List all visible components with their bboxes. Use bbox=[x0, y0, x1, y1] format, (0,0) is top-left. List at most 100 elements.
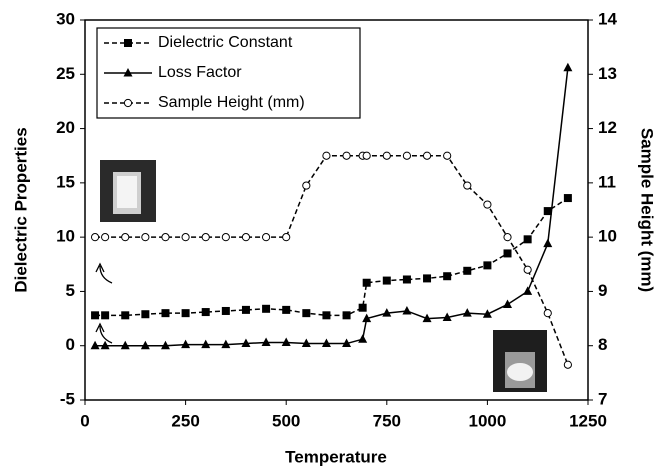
data-point bbox=[261, 337, 271, 346]
data-point bbox=[503, 233, 512, 242]
data-point bbox=[503, 249, 512, 258]
y2-tick-label: 12 bbox=[598, 118, 617, 137]
data-point bbox=[282, 305, 291, 314]
data-point bbox=[523, 265, 532, 274]
y2-tick-label: 8 bbox=[598, 335, 607, 354]
inset-photo bbox=[100, 160, 156, 222]
data-point bbox=[241, 338, 251, 348]
y-axis-title: Dielectric Properties bbox=[11, 127, 30, 292]
data-point bbox=[342, 311, 351, 320]
data-point bbox=[358, 334, 368, 343]
y-tick-label: 20 bbox=[56, 118, 75, 137]
data-point bbox=[261, 233, 271, 242]
y-tick-label: 15 bbox=[56, 172, 75, 191]
data-point bbox=[443, 272, 452, 281]
data-point bbox=[382, 308, 392, 317]
inset-photo bbox=[493, 330, 547, 392]
legend-marker bbox=[124, 39, 132, 47]
data-point bbox=[463, 181, 472, 190]
data-point bbox=[241, 233, 251, 242]
data-point bbox=[221, 339, 231, 349]
data-point bbox=[543, 309, 552, 318]
data-point bbox=[302, 181, 311, 190]
data-point bbox=[563, 360, 572, 369]
data-point bbox=[101, 311, 110, 320]
data-point bbox=[422, 313, 432, 323]
data-point bbox=[402, 305, 412, 315]
data-point bbox=[362, 313, 372, 323]
arrow bbox=[99, 265, 113, 284]
data-point bbox=[322, 311, 331, 320]
data-point bbox=[302, 309, 311, 318]
data-point bbox=[443, 151, 452, 160]
legend-label: Sample Height (mm) bbox=[158, 94, 305, 111]
data-point bbox=[402, 275, 411, 284]
y2-tick-label: 7 bbox=[598, 389, 607, 408]
data-point bbox=[543, 238, 553, 248]
data-point bbox=[90, 340, 100, 350]
legend-label: Loss Factor bbox=[158, 64, 242, 81]
data-point bbox=[362, 151, 371, 160]
data-point bbox=[281, 337, 291, 346]
data-point bbox=[382, 276, 391, 285]
y2-axis-title: Sample Height (mm) bbox=[638, 128, 657, 292]
data-point bbox=[121, 233, 130, 242]
data-point bbox=[483, 200, 492, 209]
plot-frame bbox=[84, 19, 589, 401]
legend-marker bbox=[123, 68, 133, 77]
data-point bbox=[442, 312, 452, 321]
data-point bbox=[161, 309, 170, 318]
data-point bbox=[563, 194, 572, 203]
data-point bbox=[201, 233, 210, 242]
data-point bbox=[462, 308, 472, 317]
y2-tick-label: 10 bbox=[598, 227, 617, 246]
data-point bbox=[141, 233, 150, 242]
data-point bbox=[482, 309, 492, 318]
x-tick-label: 1000 bbox=[468, 411, 506, 430]
x-tick-label: 500 bbox=[272, 411, 300, 430]
data-point bbox=[402, 151, 412, 160]
x-tick-label: 1250 bbox=[569, 411, 607, 430]
data-point bbox=[463, 266, 472, 275]
data-point bbox=[262, 304, 271, 313]
x-tick-label: 750 bbox=[373, 411, 401, 430]
data-point bbox=[543, 207, 552, 216]
data-point bbox=[563, 62, 573, 72]
y2-tick-label: 14 bbox=[598, 9, 617, 28]
data-point bbox=[91, 311, 100, 320]
series-line bbox=[95, 67, 569, 347]
data-point bbox=[423, 274, 432, 283]
arrow bbox=[99, 325, 113, 344]
data-point bbox=[321, 338, 331, 348]
arrow bbox=[95, 262, 105, 273]
data-point bbox=[282, 233, 291, 242]
x-tick-label: 250 bbox=[171, 411, 199, 430]
data-point bbox=[160, 340, 170, 350]
data-point bbox=[161, 233, 170, 242]
x-axis-title: Temperature bbox=[285, 447, 387, 466]
data-point bbox=[100, 340, 110, 350]
data-point bbox=[342, 338, 352, 348]
data-point bbox=[140, 340, 150, 350]
data-point bbox=[358, 303, 367, 312]
data-point bbox=[201, 308, 210, 317]
data-point bbox=[301, 338, 311, 348]
data-point bbox=[121, 311, 130, 320]
y2-tick-label: 9 bbox=[598, 281, 607, 300]
y-tick-label: 25 bbox=[56, 64, 75, 83]
y-tick-label: 0 bbox=[66, 335, 75, 354]
data-point bbox=[382, 151, 391, 160]
data-point bbox=[90, 233, 100, 242]
data-point bbox=[181, 309, 190, 318]
data-point bbox=[120, 340, 130, 350]
y-tick-label: -5 bbox=[60, 389, 75, 408]
data-point bbox=[362, 278, 371, 287]
arrow bbox=[95, 322, 105, 333]
data-point bbox=[422, 151, 432, 160]
data-point bbox=[523, 286, 533, 295]
x-tick-label: 0 bbox=[80, 411, 89, 430]
legend-marker bbox=[123, 98, 133, 108]
y2-tick-label: 11 bbox=[598, 172, 616, 191]
data-point bbox=[503, 299, 513, 308]
